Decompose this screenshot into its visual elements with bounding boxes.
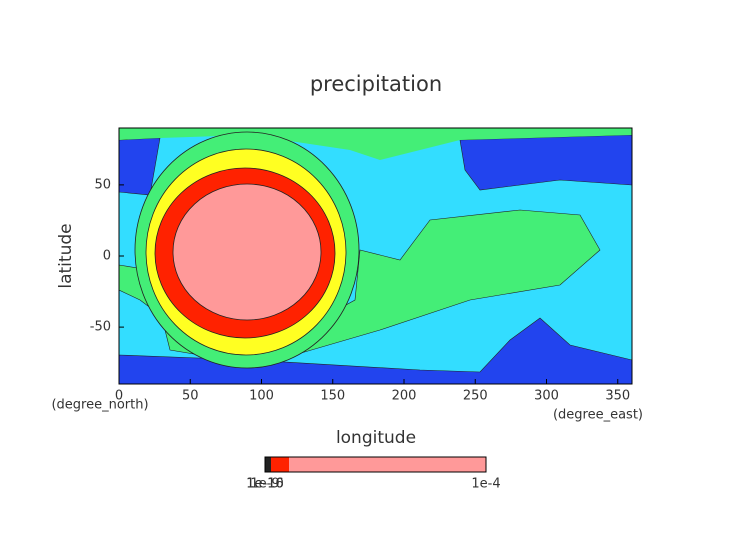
colorbar-tick-label: 1e-9: [250, 477, 279, 492]
x-tick-label: 200: [392, 389, 417, 404]
colorbar-tick-label: 1e-10: [246, 477, 284, 492]
chart-title: precipitation: [310, 72, 442, 96]
x-tick-label: 100: [249, 389, 274, 404]
y-tick-label: 0: [103, 249, 111, 264]
colorbar: [264, 456, 487, 473]
x-tick-label: 250: [463, 389, 488, 404]
x-tick-label: 150: [320, 389, 345, 404]
x-tick-label: 350: [605, 389, 630, 404]
x-units: (degree_east): [553, 408, 643, 423]
colorbar-tick-label: 1e-16: [246, 477, 284, 492]
x-tick-label: 0: [115, 389, 123, 404]
y-tick-label: 50: [94, 177, 111, 192]
x-tick-label: 300: [534, 389, 559, 404]
y-units: (degree_north): [51, 398, 148, 413]
colorbar-tick-label: 1e-4: [471, 477, 500, 492]
x-tick-label: 50: [182, 389, 199, 404]
contour-field: [119, 128, 632, 384]
y-axis-label: latitude: [56, 223, 76, 288]
y-tick-label: -50: [90, 320, 111, 335]
x-axis-label: longitude: [336, 428, 416, 448]
